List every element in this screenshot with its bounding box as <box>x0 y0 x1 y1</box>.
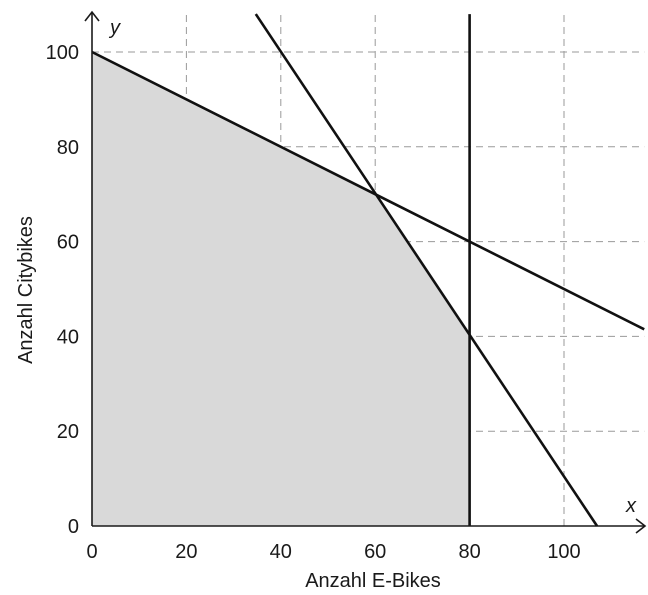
x-tick-label-80: 80 <box>458 541 480 563</box>
y-tick-label-100: 100 <box>46 42 79 64</box>
y-tick-label-20: 20 <box>57 421 79 443</box>
x-tick-label-60: 60 <box>364 541 386 563</box>
x-tick-label-0: 0 <box>86 541 97 563</box>
tick-labels: 0 20 40 60 80 100 0 20 40 60 80 100 <box>46 42 581 563</box>
y-axis-title: Anzahl Citybikes <box>15 216 37 364</box>
constraint-lines <box>91 13 645 527</box>
y-variable-label: y <box>108 17 121 39</box>
feasible-region <box>92 52 470 526</box>
constraint-line-1 <box>91 50 645 331</box>
x-variable-label: x <box>625 495 637 517</box>
x-tick-label-100: 100 <box>547 541 580 563</box>
axes <box>84 10 647 534</box>
x-tick-label-40: 40 <box>270 541 292 563</box>
y-tick-label-60: 60 <box>57 232 79 254</box>
constraint-line-2 <box>254 13 599 527</box>
y-tick-label-0: 0 <box>68 516 79 538</box>
x-tick-label-20: 20 <box>175 541 197 563</box>
x-axis-title: Anzahl E-Bikes <box>305 570 441 592</box>
x-axis-arrow-icon <box>635 518 647 534</box>
y-tick-label-80: 80 <box>57 137 79 159</box>
y-axis-arrow-icon <box>84 10 100 22</box>
y-tick-label-40: 40 <box>57 326 79 348</box>
